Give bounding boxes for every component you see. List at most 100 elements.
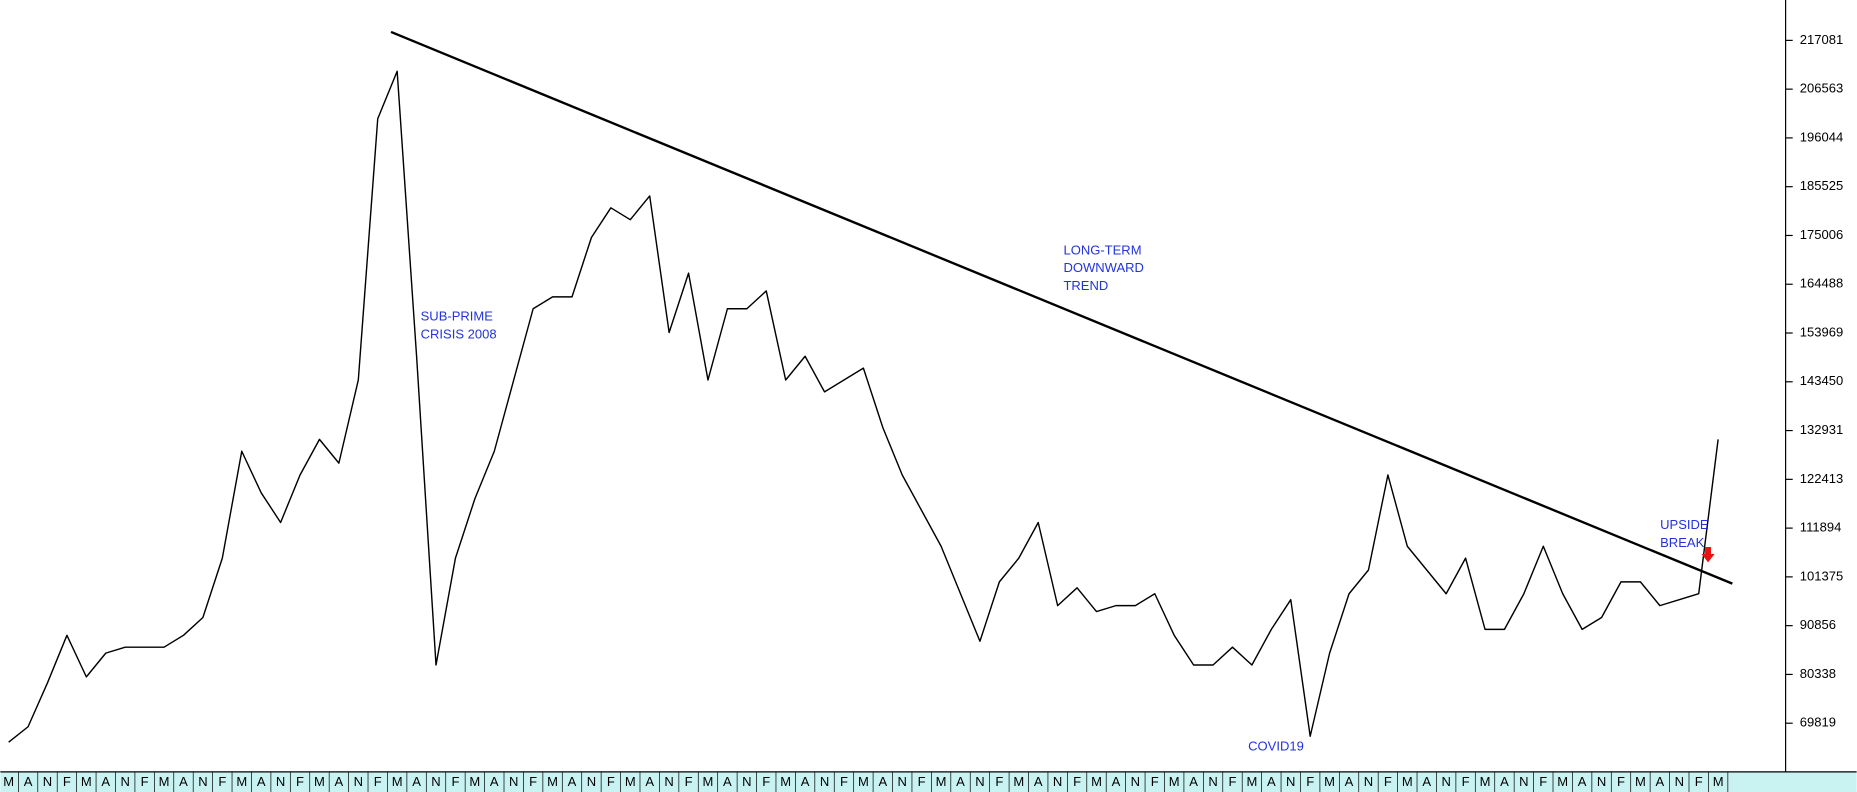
x-tick-label: F <box>1229 774 1237 789</box>
x-tick-label: N <box>1208 774 1217 789</box>
x-tick-label: A <box>335 774 344 789</box>
x-tick-label: F <box>451 774 459 789</box>
x-tick-label: N <box>587 774 596 789</box>
price-line <box>8 70 1719 743</box>
x-tick-label: M <box>625 774 636 789</box>
x-tick-label: A <box>24 774 33 789</box>
x-tick-label: F <box>1151 774 1159 789</box>
x-tick-label: M <box>547 774 558 789</box>
x-tick-label: M <box>780 774 791 789</box>
x-tick-label: A <box>645 774 654 789</box>
x-tick-label: M <box>469 774 480 789</box>
x-tick-label: M <box>1091 774 1102 789</box>
x-tick-label: F <box>374 774 382 789</box>
x-tick-label: A <box>490 774 499 789</box>
x-tick-label: M <box>1402 774 1413 789</box>
x-tick-label: M <box>1713 774 1724 789</box>
x-tick-label: A <box>878 774 887 789</box>
x-tick-label: M <box>81 774 92 789</box>
y-tick-label: 175006 <box>1800 227 1843 242</box>
x-tick-label: F <box>1617 774 1625 789</box>
x-tick-label: A <box>412 774 421 789</box>
x-axis-strip <box>0 771 1857 792</box>
x-tick-label: M <box>1246 774 1257 789</box>
x-tick-label: N <box>1364 774 1373 789</box>
x-tick-label: M <box>314 774 325 789</box>
annotation: LONG-TERM <box>1063 242 1141 257</box>
x-tick-label: M <box>1635 774 1646 789</box>
x-tick-label: F <box>1073 774 1081 789</box>
y-tick-label: 153969 <box>1800 324 1843 339</box>
x-tick-label: M <box>1324 774 1335 789</box>
x-tick-label: F <box>1462 774 1470 789</box>
x-tick-label: A <box>1578 774 1587 789</box>
x-tick-label: F <box>840 774 848 789</box>
y-tick-label: 196044 <box>1800 129 1843 144</box>
y-tick-label: 90856 <box>1800 617 1836 632</box>
x-tick-label: N <box>975 774 984 789</box>
x-tick-label: F <box>218 774 226 789</box>
x-tick-label: N <box>509 774 518 789</box>
annotation: UPSIDE <box>1660 517 1709 532</box>
x-tick-label: A <box>257 774 266 789</box>
x-tick-label: F <box>1695 774 1703 789</box>
x-tick-label: N <box>354 774 363 789</box>
x-tick-label: A <box>1422 774 1431 789</box>
y-tick-label: 164488 <box>1800 276 1843 291</box>
x-tick-label: N <box>431 774 440 789</box>
x-tick-label: M <box>3 774 14 789</box>
x-tick-label: N <box>120 774 129 789</box>
x-tick-label: M <box>858 774 869 789</box>
x-tick-label: A <box>1189 774 1198 789</box>
x-tick-label: N <box>1675 774 1684 789</box>
annotation: DOWNWARD <box>1063 260 1144 275</box>
y-tick-label: 69819 <box>1800 715 1836 730</box>
x-tick-label: N <box>1286 774 1295 789</box>
x-tick-label: N <box>1131 774 1140 789</box>
break-arrow <box>1701 546 1715 563</box>
annotation: BREAK <box>1660 535 1704 550</box>
x-tick-label: F <box>529 774 537 789</box>
x-tick-label: N <box>1053 774 1062 789</box>
y-tick-label: 185525 <box>1800 178 1843 193</box>
y-tick-label: 206563 <box>1800 81 1843 96</box>
x-tick-label: A <box>1345 774 1354 789</box>
x-tick-label: M <box>159 774 170 789</box>
x-tick-label: A <box>179 774 188 789</box>
x-tick-label: F <box>296 774 304 789</box>
x-tick-label: N <box>43 774 52 789</box>
x-tick-label: A <box>1267 774 1276 789</box>
trend-line <box>390 30 1733 585</box>
y-tick-label: 143450 <box>1800 373 1843 388</box>
annotation: CRISIS 2008 <box>421 326 497 341</box>
x-tick-label: N <box>1441 774 1450 789</box>
x-tick-label: M <box>936 774 947 789</box>
y-tick-label: 217081 <box>1800 32 1843 47</box>
x-tick-label: N <box>820 774 829 789</box>
x-tick-label: F <box>762 774 770 789</box>
y-tick-label: 101375 <box>1800 568 1843 583</box>
x-tick-label: F <box>1384 774 1392 789</box>
x-tick-label: F <box>63 774 71 789</box>
x-tick-label: A <box>956 774 965 789</box>
x-tick-label: A <box>1112 774 1121 789</box>
x-tick-label: N <box>1597 774 1606 789</box>
x-tick-label: N <box>1519 774 1528 789</box>
x-tick-label: F <box>685 774 693 789</box>
x-tick-label: M <box>392 774 403 789</box>
x-tick-label: A <box>568 774 577 789</box>
x-tick-label: N <box>898 774 907 789</box>
x-tick-label: F <box>1539 774 1547 789</box>
x-tick-label: F <box>918 774 926 789</box>
x-tick-label: N <box>664 774 673 789</box>
annotation: COVID19 <box>1248 738 1304 753</box>
y-tick-label: 80338 <box>1800 666 1836 681</box>
x-tick-label: A <box>723 774 732 789</box>
x-tick-label: F <box>141 774 149 789</box>
x-tick-label: M <box>236 774 247 789</box>
x-tick-label: N <box>276 774 285 789</box>
x-tick-label: M <box>1169 774 1180 789</box>
